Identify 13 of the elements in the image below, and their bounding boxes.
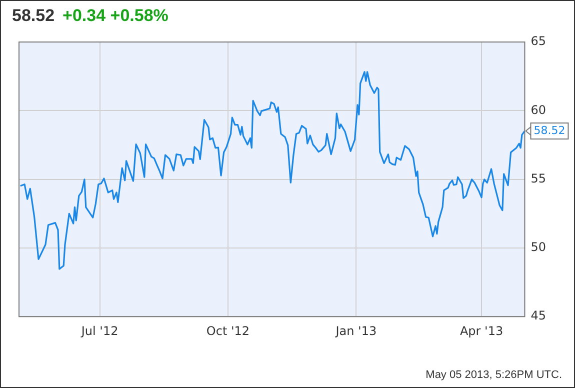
chart-subtitle: +0.34 +0.58% xyxy=(62,6,168,25)
y-tick-label: 45 xyxy=(530,308,546,323)
x-tick-label: Jul '12 xyxy=(80,324,118,338)
y-tick-label: 55 xyxy=(530,171,546,186)
y-tick-label: 65 xyxy=(530,34,546,48)
text: May 05 2013, 5:26PM UTC. xyxy=(426,369,562,381)
x-tick-label: Jan '13 xyxy=(334,324,377,338)
chart-title: 58.52 xyxy=(12,6,55,25)
y-tick-label: 50 xyxy=(530,240,546,254)
x-tick-label: Apr '13 xyxy=(460,324,504,338)
annotation: 58.52 xyxy=(534,124,566,137)
x-tick-label: Oct '12 xyxy=(206,324,250,338)
y-tick-label: 60 xyxy=(530,102,546,117)
